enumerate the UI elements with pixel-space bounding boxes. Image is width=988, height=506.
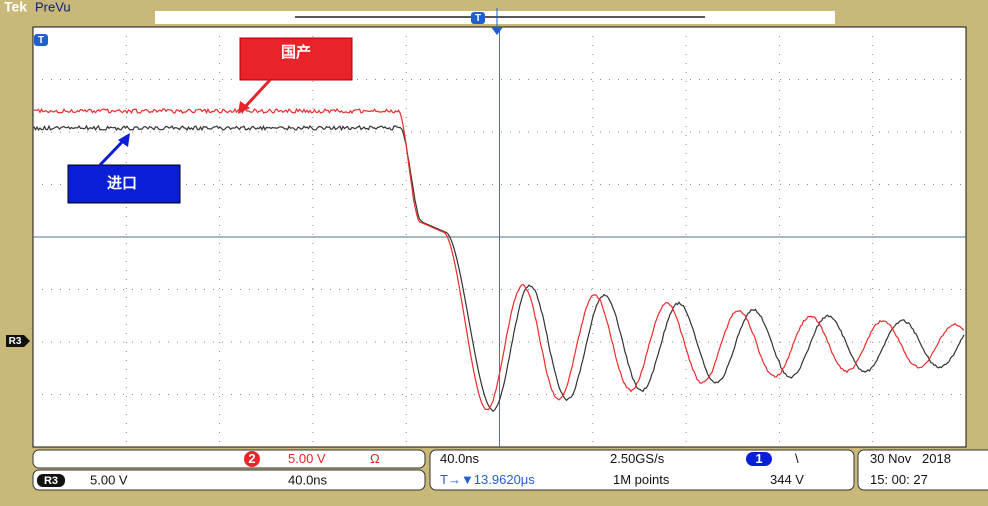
trigger-position-icon [471, 12, 485, 24]
annotation-label: 国产 [281, 43, 311, 61]
annotation-arrow [242, 78, 272, 110]
annotation-arrowhead [238, 101, 250, 114]
record-length: 1M points [613, 472, 670, 487]
time: 15: 00: 27 [870, 472, 928, 487]
trigger-channel-badge [746, 452, 772, 466]
channel-badge [244, 451, 260, 467]
grid [33, 27, 966, 447]
trigger-slope: \ [795, 451, 799, 466]
trigger-level-label: T [38, 35, 44, 46]
reference-timebase: 40.0ns [288, 472, 328, 487]
channel-scale: 5.00 V [288, 451, 326, 466]
clock-readout [857, 449, 988, 491]
channel-number: 2 [248, 451, 255, 466]
channel-coupling: Ω [370, 451, 380, 466]
reference-marker [6, 335, 30, 347]
brand: Tek [4, 0, 27, 15]
reference-badge [37, 474, 65, 487]
reference-readout [32, 469, 426, 491]
horizontal-position: T→▼13.9620μs [440, 472, 535, 487]
reference-marker-label: R3 [9, 336, 22, 347]
reference-trace [33, 124, 965, 413]
reference-scale: 5.00 V [90, 472, 128, 487]
annotation-arrow [98, 138, 126, 167]
trigger-pointer [491, 27, 503, 35]
channel-readout [32, 449, 426, 469]
reference-name: R3 [44, 475, 58, 487]
timebase: 40.0ns [440, 451, 480, 466]
annotation-label: 进口 [107, 175, 137, 192]
channel-trace [33, 107, 965, 411]
trigger-level: 344 V [770, 472, 804, 487]
date: 30 Nov 2018 [870, 451, 951, 466]
annotation-arrowhead [118, 133, 130, 147]
trigger-position-label: T [475, 13, 481, 24]
annotation-box [239, 37, 353, 81]
sample-rate: 2.50GS/s [610, 451, 665, 466]
trigger-channel: 1 [755, 451, 762, 466]
mode: PreVu [35, 0, 71, 14]
annotation-box [67, 164, 181, 204]
trigger-level-icon [34, 34, 48, 46]
